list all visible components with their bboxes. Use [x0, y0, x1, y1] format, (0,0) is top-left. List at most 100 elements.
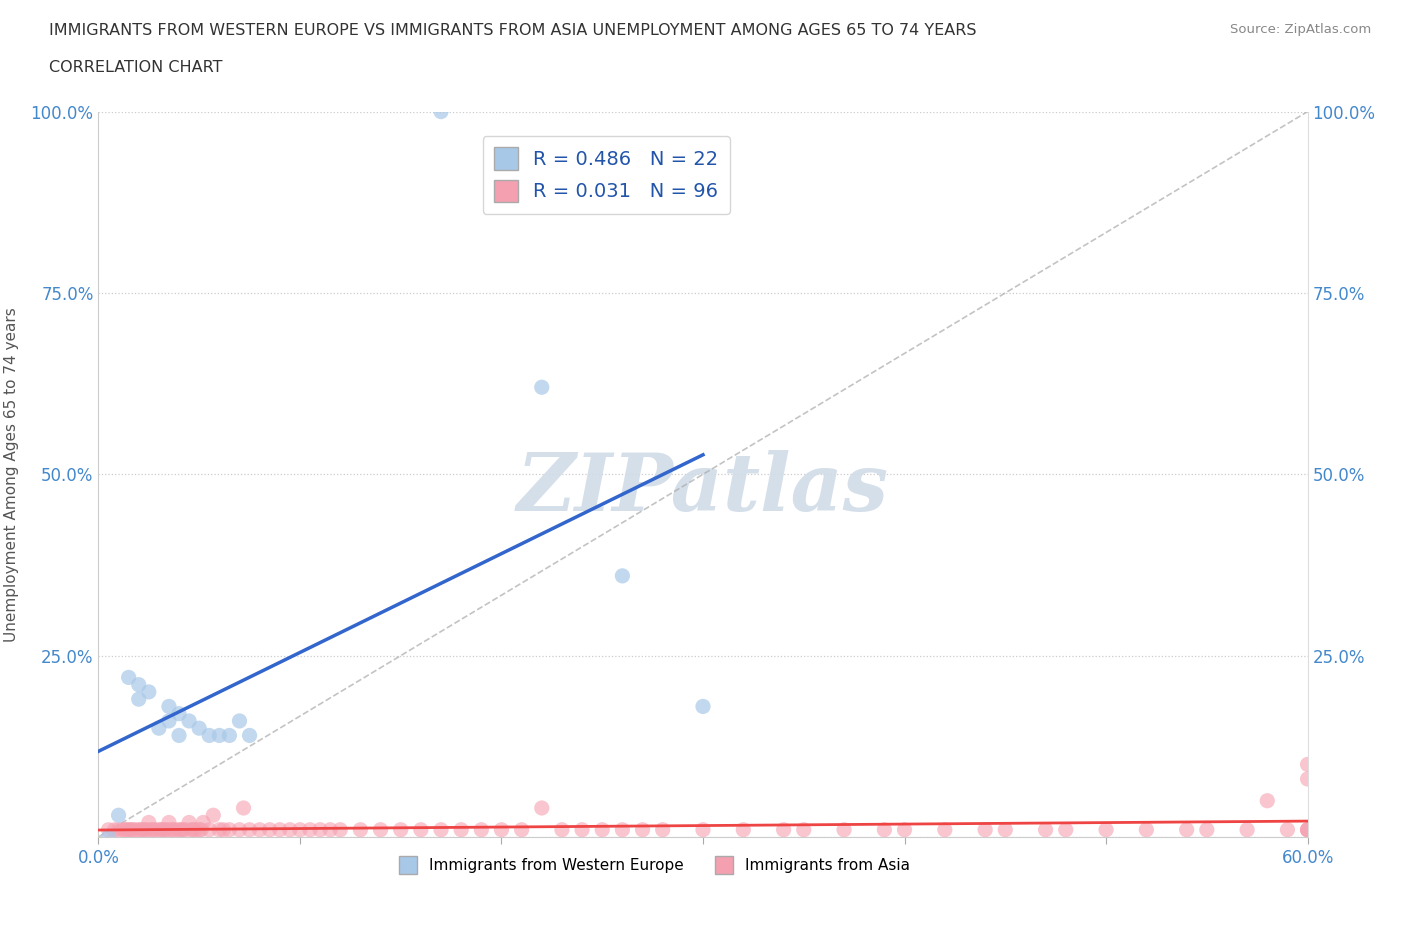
Point: [118, 670, 141, 684]
Point: [152, 822, 174, 837]
Text: CORRELATION CHART: CORRELATION CHART: [49, 60, 222, 75]
Point: [1175, 822, 1198, 837]
Point: [994, 822, 1017, 837]
Point: [135, 822, 157, 837]
Point: [1236, 822, 1258, 837]
Point: [329, 822, 352, 837]
Point: [148, 721, 170, 736]
Point: [157, 713, 180, 728]
Point: [134, 822, 156, 837]
Point: [208, 728, 231, 743]
Point: [651, 822, 673, 837]
Point: [120, 822, 142, 837]
Point: [163, 822, 186, 837]
Point: [167, 822, 190, 837]
Point: [1296, 757, 1319, 772]
Point: [97, 822, 120, 837]
Point: [172, 822, 194, 837]
Point: [1296, 822, 1319, 837]
Point: [132, 822, 155, 837]
Point: [181, 822, 204, 837]
Point: [188, 721, 211, 736]
Point: [115, 822, 138, 837]
Point: [212, 822, 235, 837]
Point: [430, 822, 453, 837]
Point: [167, 728, 190, 743]
Point: [893, 822, 915, 837]
Point: [128, 692, 150, 707]
Point: [491, 822, 513, 837]
Point: [873, 822, 896, 837]
Point: [162, 822, 184, 837]
Point: [156, 822, 179, 837]
Point: [278, 822, 301, 837]
Point: [1035, 822, 1057, 837]
Point: [974, 822, 997, 837]
Point: [202, 808, 225, 823]
Point: [149, 822, 172, 837]
Text: ZIPatlas: ZIPatlas: [517, 450, 889, 527]
Point: [288, 822, 311, 837]
Point: [139, 822, 162, 837]
Point: [1256, 793, 1278, 808]
Point: [160, 822, 183, 837]
Point: [121, 822, 143, 837]
Point: [692, 699, 714, 714]
Point: [1296, 822, 1319, 837]
Point: [179, 713, 201, 728]
Point: [228, 822, 250, 837]
Point: [170, 822, 193, 837]
Point: [107, 808, 129, 823]
Point: [470, 822, 492, 837]
Point: [124, 822, 146, 837]
Point: [107, 822, 129, 837]
Point: [179, 815, 201, 830]
Point: [180, 822, 202, 837]
Point: [198, 822, 221, 837]
Point: [228, 713, 250, 728]
Point: [510, 822, 533, 837]
Point: [1054, 822, 1077, 837]
Point: [1095, 822, 1118, 837]
Point: [793, 822, 815, 837]
Point: [142, 822, 165, 837]
Point: [259, 822, 281, 837]
Point: [218, 822, 240, 837]
Point: [530, 801, 553, 816]
Point: [208, 822, 231, 837]
Point: [249, 822, 271, 837]
Point: [772, 822, 794, 837]
Point: [239, 728, 262, 743]
Point: [299, 822, 322, 837]
Point: [692, 822, 714, 837]
Point: [184, 822, 207, 837]
Point: [733, 822, 755, 837]
Point: [1296, 772, 1319, 787]
Point: [551, 822, 574, 837]
Point: [450, 822, 472, 837]
Point: [128, 677, 150, 692]
Point: [157, 699, 180, 714]
Point: [530, 379, 553, 394]
Point: [591, 822, 613, 837]
Point: [97, 830, 120, 844]
Point: [174, 822, 197, 837]
Point: [1277, 822, 1299, 837]
Point: [349, 822, 371, 837]
Point: [389, 822, 412, 837]
Point: [430, 104, 453, 119]
Point: [612, 568, 634, 583]
Point: [167, 706, 190, 721]
Legend: Immigrants from Western Europe, Immigrants from Asia: Immigrants from Western Europe, Immigran…: [392, 850, 917, 880]
Point: [218, 728, 240, 743]
Point: [153, 822, 176, 837]
Point: [190, 822, 212, 837]
Point: [1135, 822, 1157, 837]
Point: [631, 822, 654, 837]
Point: [309, 822, 332, 837]
Point: [319, 822, 342, 837]
Point: [148, 822, 170, 837]
Point: [832, 822, 855, 837]
Point: [1195, 822, 1218, 837]
Point: [1296, 822, 1319, 837]
